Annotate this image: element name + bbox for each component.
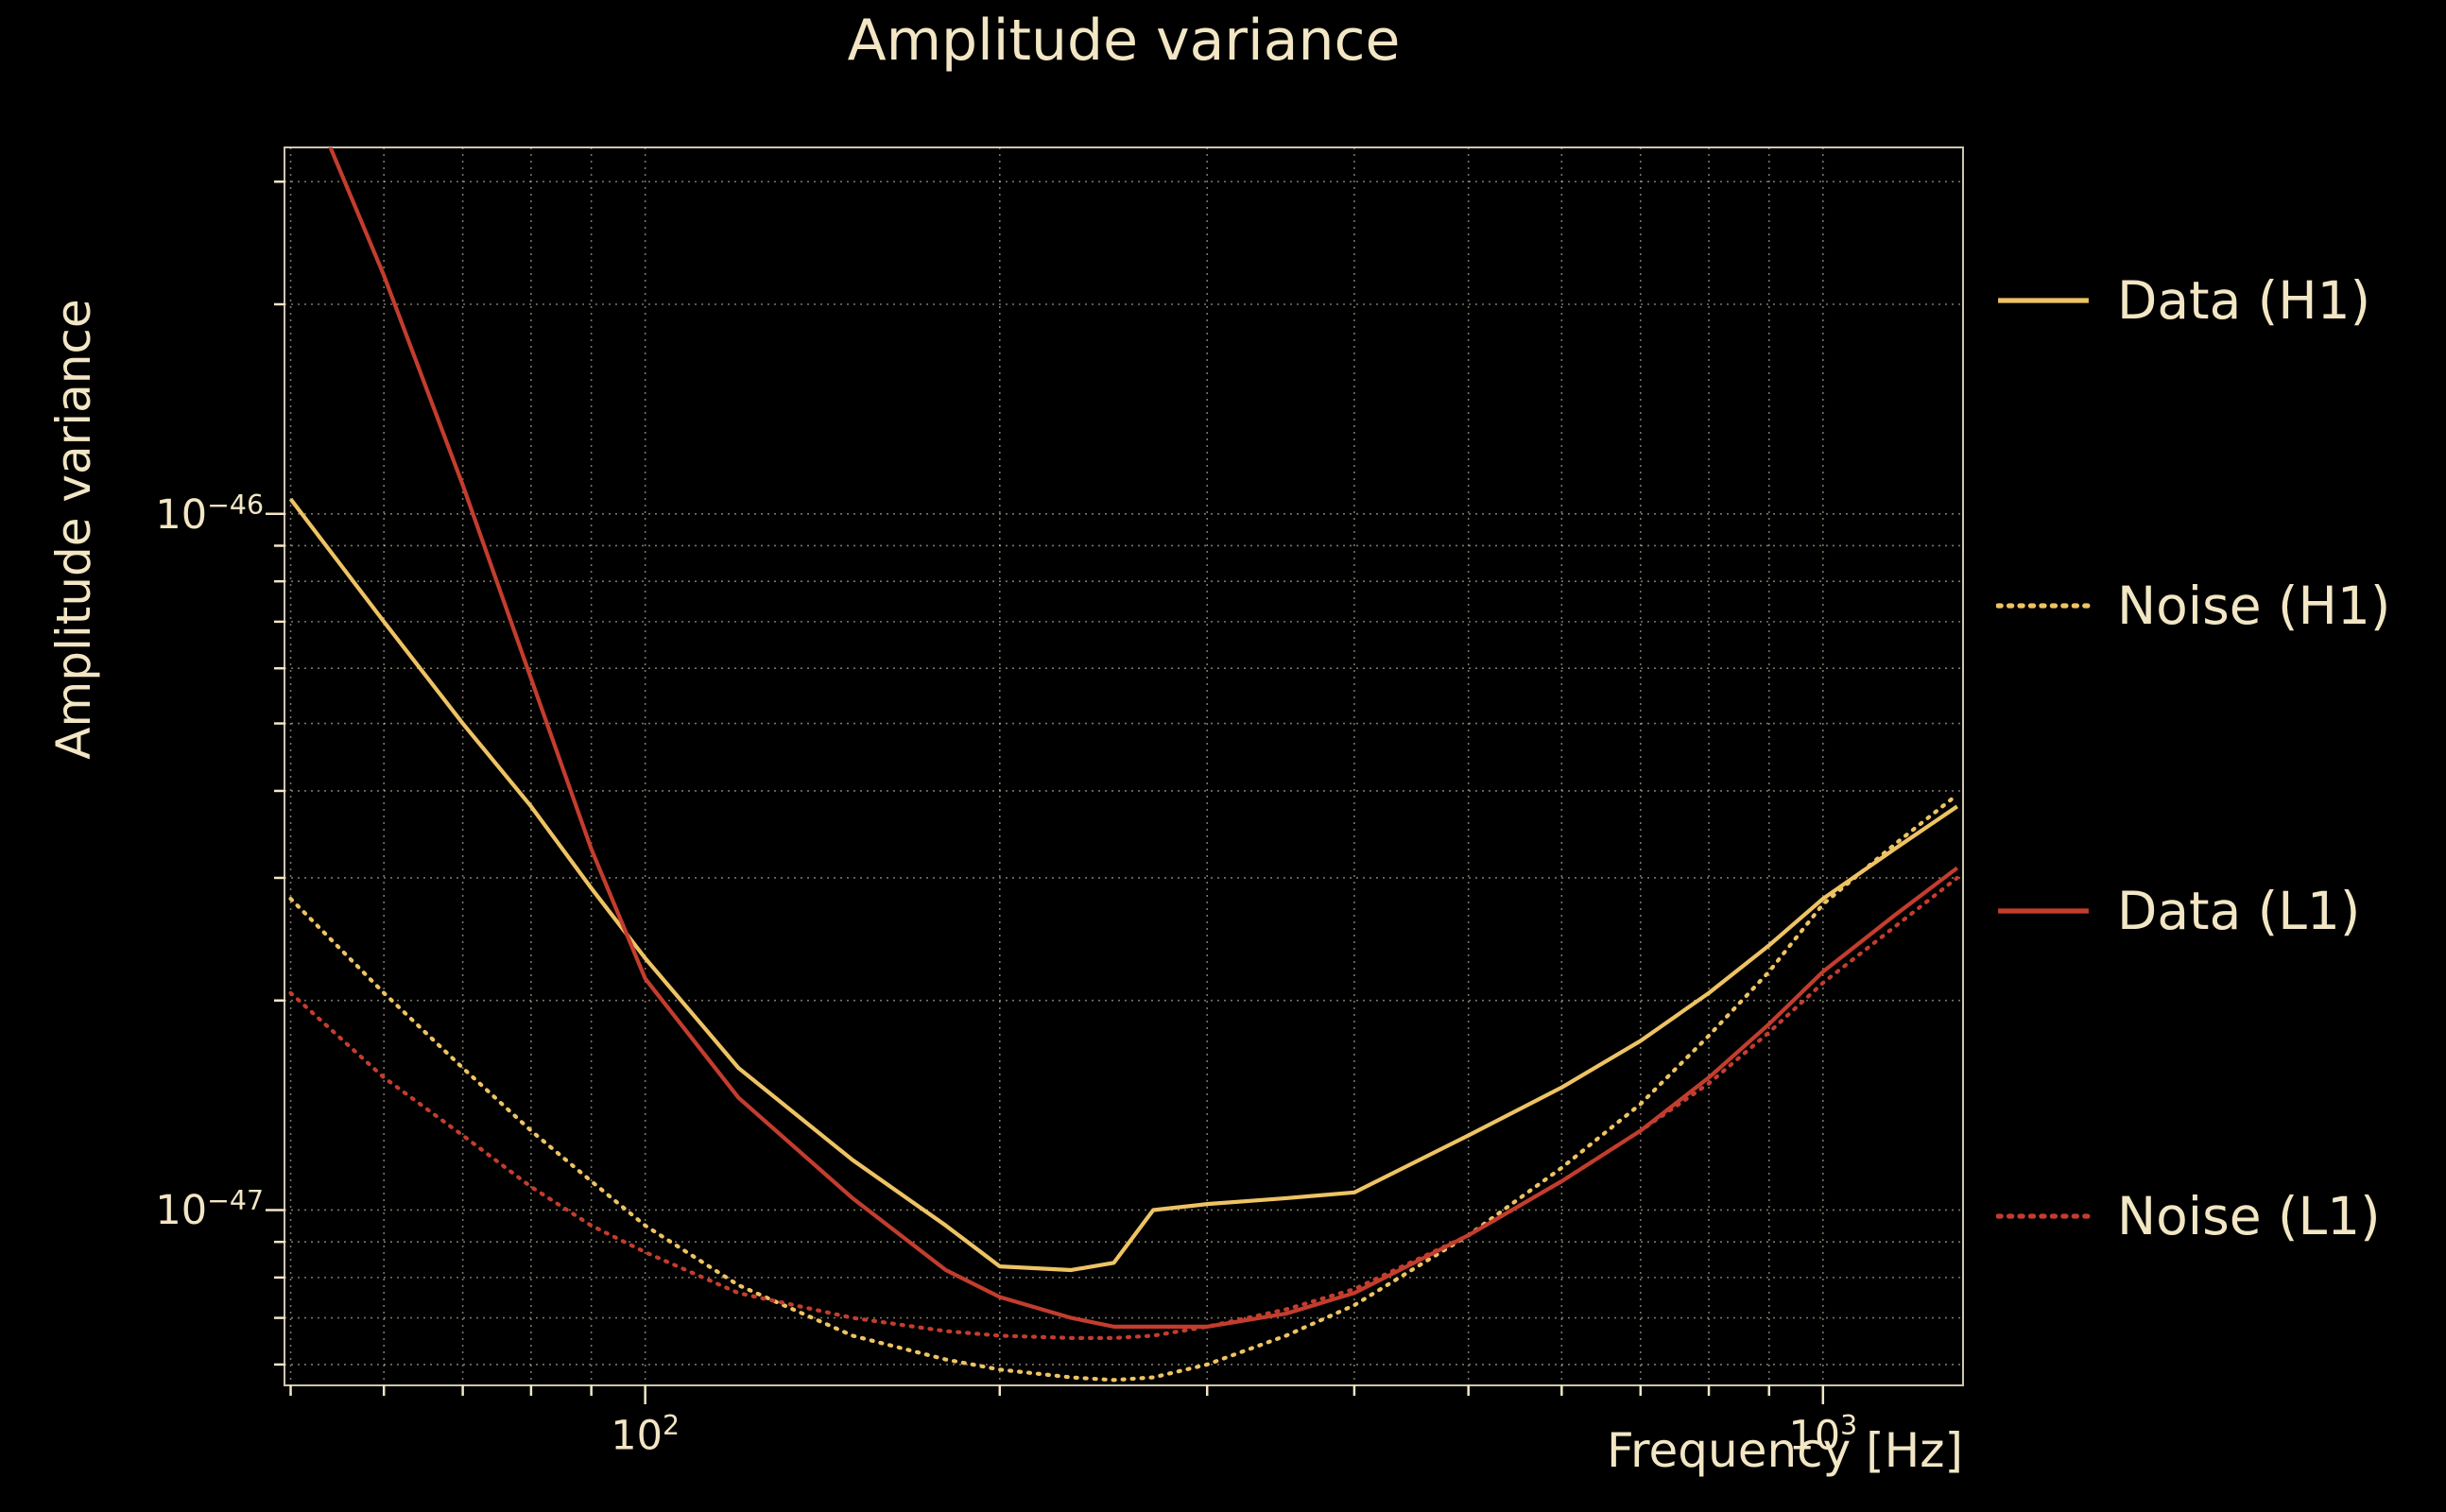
x-axis-label: Frequency [Hz] [1606, 1423, 1963, 1478]
legend-entry-noise-l1: Noise (L1) [1996, 1186, 2381, 1246]
plot-frame [284, 146, 1964, 1386]
y-tick-label: 10−47 [155, 1185, 264, 1235]
legend-line-data-h1 [1998, 298, 2089, 303]
legend-line-data-l1 [1998, 908, 2089, 914]
legend-label-data-l1: Data (L1) [2117, 881, 2361, 941]
curve-noise-h1 [288, 792, 1959, 1383]
legend-entry-data-l1: Data (L1) [1996, 881, 2360, 941]
legend-label-noise-l1: Noise (L1) [2117, 1186, 2381, 1246]
legend-line-noise-l1 [1996, 1213, 2091, 1219]
curve-data-l1 [328, 147, 1959, 1329]
legend-label-noise-h1: Noise (H1) [2117, 576, 2391, 636]
grid [284, 147, 1963, 1385]
y-tick-label: 10−46 [155, 489, 264, 539]
curve-data-h1 [288, 497, 1958, 1273]
legend-line-noise-h1 [1996, 603, 2091, 609]
x-tick-label: 103 [1788, 1410, 1858, 1460]
legend-entry-data-h1: Data (H1) [1996, 270, 2370, 331]
legend-label-data-h1: Data (H1) [2117, 270, 2371, 331]
curve-noise-l1 [288, 875, 1959, 1340]
legend-entry-noise-h1: Noise (H1) [1996, 576, 2390, 636]
axis-ticks [266, 180, 1825, 1404]
x-tick-label: 102 [611, 1410, 680, 1460]
chart-title: Amplitude variance [847, 8, 1401, 74]
